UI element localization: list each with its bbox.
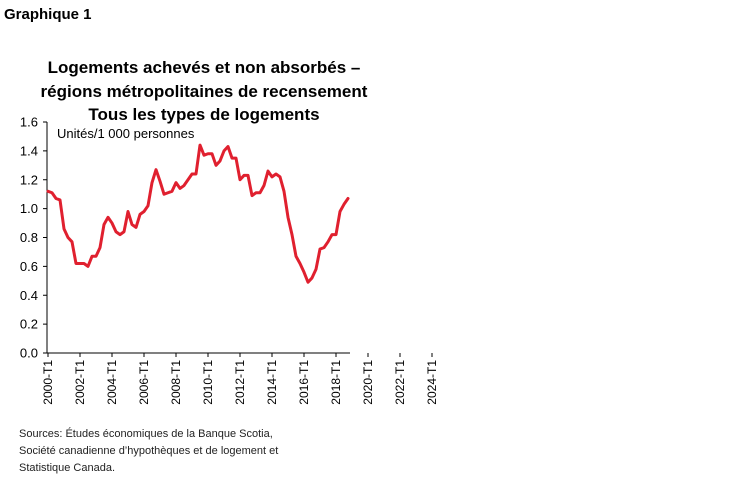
series-line: [46, 143, 350, 284]
x-tick-label: 2002-T1: [73, 360, 87, 405]
y-tick-label: 1.0: [20, 201, 38, 216]
sources-line-3: Statistique Canada.: [19, 462, 116, 474]
y-tick-label: 0.0: [20, 346, 38, 361]
x-tick-label: 2010-T1: [201, 360, 215, 405]
x-tick-label: 2008-T1: [169, 360, 183, 405]
chart-title-line-1: Logements achevés et non absorbés –: [47, 58, 361, 77]
x-tick-label: 2000-T1: [41, 360, 55, 405]
x-tick-label: 2018-T1: [329, 360, 343, 405]
y-tick-label: 1.4: [20, 143, 38, 158]
x-tick-label: 2006-T1: [137, 360, 151, 405]
y-tick-label: 1.2: [20, 172, 38, 187]
y-tick-label: 1.6: [20, 115, 38, 130]
y-tick-label: 0.2: [20, 317, 38, 332]
sources-note: Sources: Études économiques de la Banque…: [19, 426, 278, 477]
sources-line-2: Société canadienne d’hypothèques et de l…: [19, 445, 279, 457]
x-tick-label: 2014-T1: [265, 360, 279, 405]
x-tick-label: 2016-T1: [297, 360, 311, 405]
y-tick-label: 0.4: [20, 288, 38, 303]
x-tick-label: 2004-T1: [105, 360, 119, 405]
chart-title-line-2: régions métropolitaines de recensement: [40, 82, 368, 101]
x-tick-label: 2024-T1: [425, 360, 439, 405]
x-tick-label: 2012-T1: [233, 360, 247, 405]
x-tick-label: 2020-T1: [361, 360, 375, 405]
y-tick-label: 0.8: [20, 230, 38, 245]
chart-title-line-3: Tous les types de logements: [88, 105, 320, 124]
y-axis-unit-label: Unités/1 000 personnes: [57, 126, 195, 141]
sources-line-1: Sources: Études économiques de la Banque…: [19, 428, 273, 440]
x-tick-label: 2022-T1: [393, 360, 407, 405]
y-tick-label: 0.6: [20, 259, 38, 274]
graph-label: Graphique 1: [4, 6, 92, 23]
